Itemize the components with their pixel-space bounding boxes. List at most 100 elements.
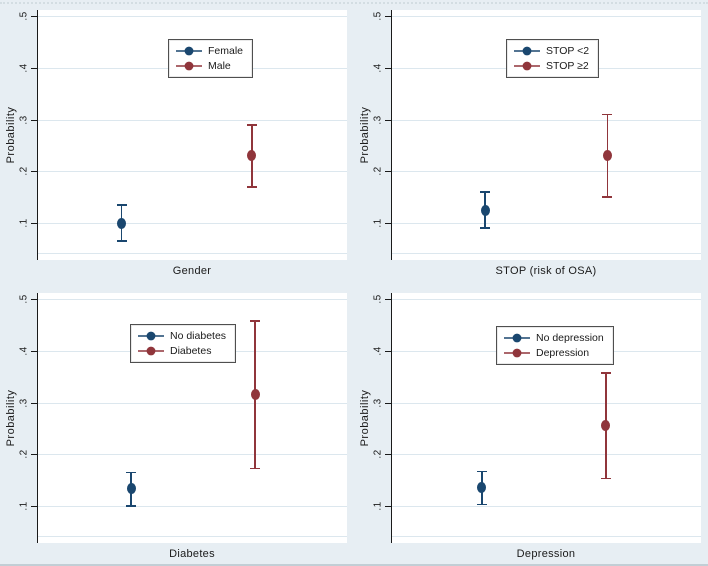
y-tick-label: .3 bbox=[372, 397, 384, 408]
y-tick-label: .1 bbox=[18, 501, 30, 511]
y-gridline bbox=[392, 223, 701, 224]
x-axis-line bbox=[392, 253, 701, 254]
legend-item: Depression bbox=[504, 347, 604, 359]
y-tick-mark bbox=[31, 350, 37, 352]
y-tick-label: .1 bbox=[372, 218, 384, 228]
legend: No diabetes Diabetes bbox=[130, 324, 237, 363]
legend-marker-icon bbox=[138, 331, 164, 341]
y-tick-mark bbox=[31, 454, 37, 456]
y-tick-mark bbox=[385, 119, 391, 121]
point-marker bbox=[126, 483, 136, 495]
y-gridline bbox=[38, 119, 347, 121]
y-tick-label: .2 bbox=[372, 449, 384, 459]
ci-cap bbox=[602, 196, 613, 198]
y-tick-label: .5 bbox=[18, 11, 30, 21]
y-tick-mark bbox=[31, 223, 37, 224]
legend-item: No depression bbox=[504, 332, 604, 344]
y-axis-title: Probability bbox=[5, 106, 17, 164]
y-tick-label: .5 bbox=[372, 11, 384, 21]
legend-item: STOP <2 bbox=[514, 45, 589, 57]
y-tick-label: .4 bbox=[18, 63, 30, 73]
plot-area: No depression Depression bbox=[391, 293, 701, 543]
y-tick-label: .5 bbox=[18, 294, 30, 304]
y-gridline bbox=[38, 16, 347, 18]
y-gridline bbox=[392, 454, 701, 456]
x-axis-title: Gender bbox=[172, 265, 212, 277]
y-gridline bbox=[392, 171, 701, 173]
ci-cap bbox=[246, 186, 257, 188]
legend-item: Male bbox=[176, 60, 243, 72]
ci-cap bbox=[246, 124, 257, 126]
legend: No depression Depression bbox=[496, 326, 614, 365]
point-marker bbox=[477, 482, 487, 494]
x-axis-title: Diabetes bbox=[169, 548, 215, 560]
y-tick-label: .2 bbox=[18, 449, 30, 459]
legend-item: STOP ≥2 bbox=[514, 60, 589, 72]
ci-cap bbox=[116, 204, 127, 206]
y-tick-mark bbox=[385, 454, 391, 456]
y-tick-label: .3 bbox=[18, 397, 30, 408]
legend: Female Male bbox=[168, 39, 254, 78]
y-tick-label: .1 bbox=[372, 501, 384, 511]
ci-cap bbox=[602, 113, 613, 116]
figure-top-border bbox=[0, 2, 708, 4]
legend-marker-icon bbox=[504, 333, 530, 343]
y-tick-mark bbox=[385, 16, 391, 18]
y-gridline bbox=[392, 16, 701, 18]
legend: STOP <2 STOP ≥2 bbox=[506, 39, 600, 78]
y-tick-label: .3 bbox=[18, 114, 30, 125]
y-gridline bbox=[38, 171, 347, 173]
y-tick-mark bbox=[385, 223, 391, 224]
ci-cap bbox=[480, 191, 490, 193]
y-tick-mark bbox=[385, 299, 391, 301]
y-tick-mark bbox=[31, 16, 37, 18]
legend-marker-icon bbox=[514, 46, 540, 56]
legend-marker-icon bbox=[514, 61, 540, 71]
plot-area: STOP <2 STOP ≥2 bbox=[391, 10, 701, 260]
x-axis-line bbox=[38, 536, 347, 537]
y-gridline bbox=[392, 119, 701, 121]
x-axis-line bbox=[392, 536, 701, 537]
legend-label: No diabetes bbox=[170, 330, 227, 342]
y-tick-label: .1 bbox=[18, 218, 30, 228]
y-tick-mark bbox=[385, 506, 391, 507]
y-tick-mark bbox=[385, 402, 391, 404]
y-tick-mark bbox=[385, 67, 391, 69]
y-gridline bbox=[38, 402, 347, 404]
y-tick-label: .4 bbox=[372, 63, 384, 73]
x-axis-title: STOP (risk of OSA) bbox=[495, 265, 597, 277]
legend-marker-icon bbox=[504, 348, 530, 358]
y-tick-mark bbox=[385, 171, 391, 173]
legend-label: No depression bbox=[536, 332, 604, 344]
y-tick-mark bbox=[31, 67, 37, 69]
x-axis-title: Depression bbox=[516, 548, 576, 560]
legend-item: No diabetes bbox=[138, 330, 226, 342]
y-gridline bbox=[392, 506, 701, 507]
plot-area: No diabetes Diabetes bbox=[37, 293, 347, 543]
y-gridline bbox=[38, 299, 347, 301]
legend-label: Female bbox=[208, 45, 244, 57]
y-tick-mark bbox=[31, 119, 37, 121]
point-marker bbox=[247, 150, 257, 162]
y-tick-mark bbox=[31, 299, 37, 301]
y-axis-title: Probability bbox=[359, 389, 371, 447]
y-tick-label: .2 bbox=[18, 166, 30, 176]
y-gridline bbox=[38, 506, 347, 507]
y-tick-mark bbox=[31, 171, 37, 173]
y-tick-label: .4 bbox=[372, 346, 384, 356]
ci-cap bbox=[480, 227, 490, 229]
ci-cap bbox=[250, 320, 260, 322]
point-marker bbox=[117, 217, 127, 229]
legend-label: Diabetes bbox=[170, 345, 212, 357]
y-tick-mark bbox=[31, 402, 37, 404]
legend-label: Male bbox=[208, 60, 231, 72]
ci-cap bbox=[126, 505, 136, 507]
x-axis-line bbox=[38, 253, 347, 254]
legend-label: STOP ≥2 bbox=[546, 60, 589, 72]
y-tick-label: .3 bbox=[372, 114, 384, 125]
y-gridline bbox=[38, 223, 347, 224]
legend-item: Female bbox=[176, 45, 243, 57]
